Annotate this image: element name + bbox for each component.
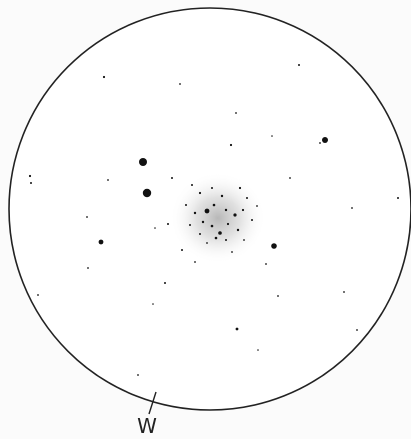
- star: [235, 112, 237, 114]
- star: [201, 220, 205, 224]
- direction-tick: [148, 391, 157, 415]
- star: [233, 213, 237, 217]
- star: [86, 216, 88, 218]
- star: [102, 75, 106, 79]
- star: [265, 263, 267, 265]
- star: [241, 208, 245, 212]
- star: [343, 291, 345, 293]
- star: [185, 204, 187, 206]
- star: [212, 203, 216, 207]
- star: [37, 294, 39, 296]
- star: [351, 207, 353, 209]
- star: [220, 194, 224, 198]
- cluster-glow: [170, 172, 266, 264]
- star: [224, 208, 228, 212]
- star: [30, 182, 32, 184]
- star: [167, 223, 169, 225]
- star: [107, 179, 109, 181]
- star: [211, 187, 213, 189]
- star: [142, 188, 152, 198]
- star: [356, 329, 358, 331]
- star: [231, 251, 233, 253]
- star: [98, 239, 104, 245]
- star: [243, 239, 245, 241]
- star: [154, 227, 156, 229]
- star: [236, 228, 240, 232]
- star: [171, 177, 173, 179]
- star: [189, 224, 191, 226]
- star: [179, 83, 181, 85]
- star: [152, 303, 154, 305]
- star: [226, 222, 230, 226]
- star: [199, 233, 201, 235]
- star: [257, 349, 259, 351]
- star: [28, 174, 32, 178]
- star: [139, 158, 147, 166]
- star: [238, 186, 242, 190]
- star: [214, 236, 218, 240]
- star: [271, 243, 277, 249]
- star: [218, 231, 222, 235]
- star: [397, 197, 399, 199]
- star: [256, 205, 258, 207]
- stars: [28, 64, 399, 376]
- star: [87, 267, 89, 269]
- star: [319, 142, 321, 144]
- star: [235, 327, 239, 331]
- star: [246, 197, 248, 199]
- star: [277, 295, 279, 297]
- direction-label: W: [137, 414, 157, 438]
- star: [181, 249, 183, 251]
- star: [137, 374, 139, 376]
- star: [229, 143, 233, 147]
- star: [322, 137, 328, 143]
- star: [251, 219, 253, 221]
- star: [210, 224, 214, 228]
- star: [271, 135, 273, 137]
- star: [191, 184, 193, 186]
- star: [204, 208, 210, 214]
- star: [198, 191, 202, 195]
- star: [298, 64, 300, 66]
- star: [206, 242, 208, 244]
- star: [225, 239, 227, 241]
- star: [289, 177, 291, 179]
- star: [193, 211, 197, 215]
- star: [164, 282, 166, 284]
- star: [194, 261, 196, 263]
